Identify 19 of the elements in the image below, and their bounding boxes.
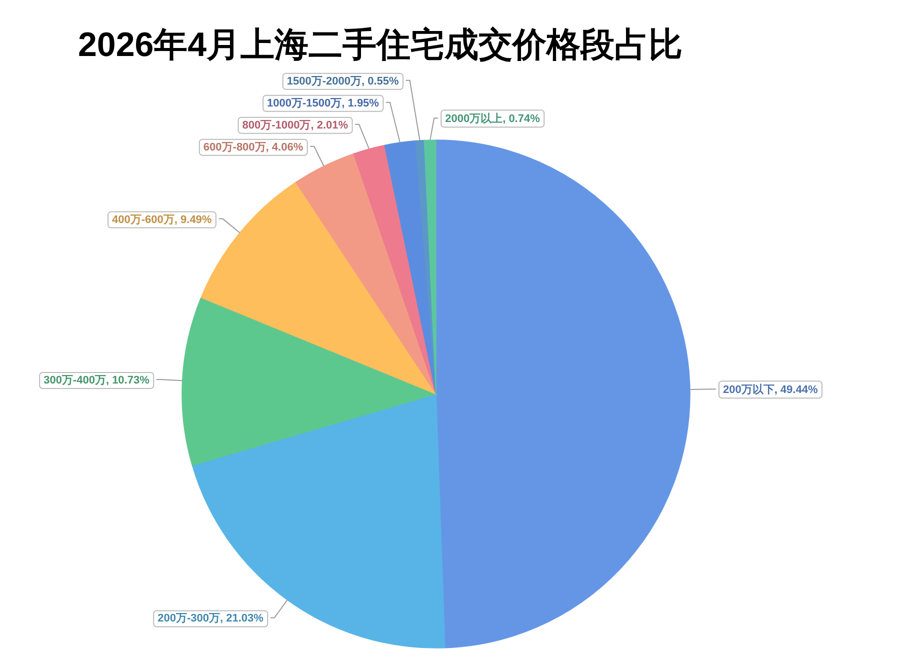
slice-label: 200万-300万: [158, 612, 220, 625]
data-label: , 9.49%: [174, 214, 212, 226]
data-label: , 0.74%: [502, 113, 540, 126]
data-label: , 49.44%: [774, 384, 818, 396]
slice-label: 300万-400万: [44, 374, 106, 387]
data-label: , 4.06%: [266, 141, 304, 154]
slice-label: 200万以下: [722, 383, 774, 396]
data-label: , 0.55%: [362, 75, 400, 88]
slice-label: 400万-600万: [112, 214, 174, 226]
data-label: , 21.03%: [220, 612, 264, 625]
slice-label: 600万-800万: [203, 141, 266, 154]
slice-label: 1000万-1500万: [267, 97, 342, 110]
data-label: , 1.95%: [342, 97, 380, 110]
data-label: , 10.73%: [106, 374, 150, 387]
slice-label: 2000万以上: [445, 112, 503, 126]
slice-label: 800万-1000万: [242, 119, 311, 132]
slice-label: 1500万-2000万: [286, 75, 362, 88]
data-label: , 2.01%: [310, 119, 348, 132]
chart-title: 2026年4月上海二手住宅成交价格段占比: [78, 26, 683, 64]
